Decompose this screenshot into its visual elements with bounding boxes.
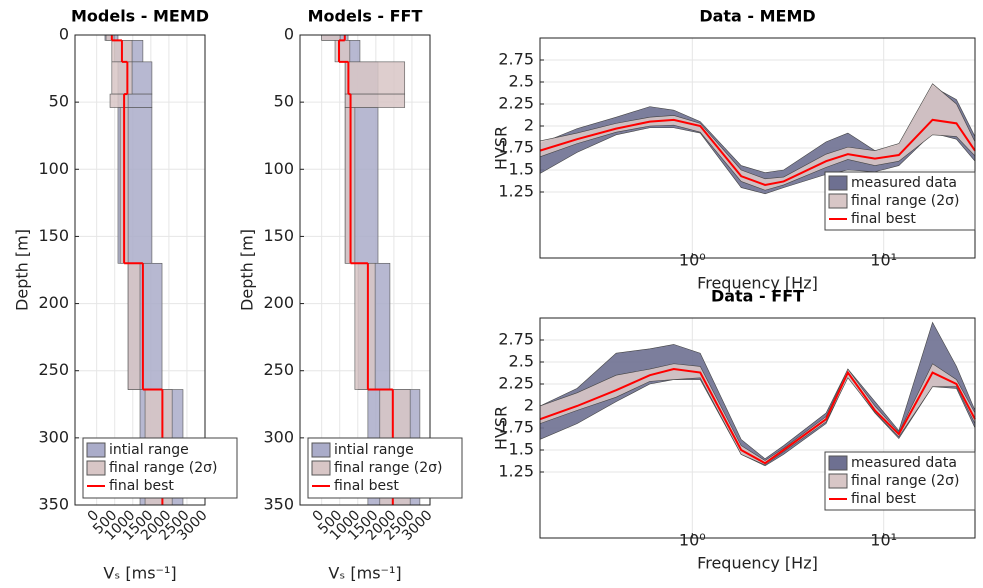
range-box: [334, 40, 351, 63]
range-box: [354, 262, 376, 390]
legend-label: final best: [334, 478, 399, 494]
y-tick-label: 250: [263, 360, 294, 379]
y-tick-label: 350: [263, 495, 294, 514]
range-box: [321, 34, 341, 41]
axes-box: [74, 34, 206, 506]
chart-title: Data - MEMD: [699, 7, 815, 26]
best-line: [539, 118, 976, 186]
legend-label: final range (2σ): [851, 193, 959, 209]
legend-label: final best: [851, 491, 916, 507]
x-tick-label: 10⁰: [679, 531, 706, 550]
y-tick-label: 2.5: [509, 352, 534, 371]
y-tick-label: 200: [263, 293, 294, 312]
axes-box: [299, 34, 431, 506]
y-tick-label: 300: [263, 427, 294, 446]
y-axis-label: Depth [m]: [13, 229, 32, 311]
legend-label: final range (2σ): [851, 473, 959, 489]
legend-swatch: [86, 460, 106, 476]
legend-label: final best: [851, 211, 916, 227]
y-tick-label: 300: [38, 427, 69, 446]
legend-swatch: [86, 442, 106, 458]
y-tick-label: 2.75: [498, 50, 534, 69]
legend-label: intial range: [109, 442, 189, 458]
axes-box: [539, 317, 976, 539]
y-tick-label: 2.75: [498, 330, 534, 349]
axes-box: [539, 37, 976, 259]
y-tick-label: 100: [263, 159, 294, 178]
x-axis-label: Vₛ [ms⁻¹]: [103, 564, 176, 583]
y-tick-label: 50: [49, 92, 69, 111]
legend-label: final range (2σ): [109, 460, 217, 476]
range-box: [344, 61, 406, 95]
chart-title: Models - MEMD: [71, 7, 209, 26]
y-tick-label: 2.5: [509, 72, 534, 91]
legend-label: measured data: [851, 175, 957, 191]
legend-label: final best: [109, 478, 174, 494]
y-tick-label: 2: [524, 396, 534, 415]
x-axis-label: Frequency [Hz]: [697, 554, 818, 573]
legend-label: intial range: [334, 442, 414, 458]
y-tick-label: 200: [38, 293, 69, 312]
x-tick-label: 10¹: [870, 251, 897, 270]
y-tick-label: 1.25: [498, 462, 534, 481]
legend-swatch: [828, 193, 848, 209]
legend-swatch: [828, 175, 848, 191]
x-tick-label: 10¹: [870, 531, 897, 550]
y-tick-label: 1.25: [498, 182, 534, 201]
y-tick-label: 1.75: [498, 418, 534, 437]
legend-box: [82, 437, 238, 499]
y-tick-label: 100: [38, 159, 69, 178]
y-axis-label: HVSR: [492, 126, 511, 170]
x-axis-label: Vₛ [ms⁻¹]: [328, 564, 401, 583]
y-tick-label: 0: [59, 25, 69, 44]
y-tick-label: 2: [524, 116, 534, 135]
chart-title: Data - FFT: [711, 287, 804, 306]
y-tick-label: 2.25: [498, 94, 534, 113]
legend-box: [824, 171, 976, 231]
x-tick-label: 10⁰: [679, 251, 706, 270]
legend-label: measured data: [851, 455, 957, 471]
legend-box: [307, 437, 463, 499]
range-box: [127, 262, 141, 390]
legend-label: final range (2σ): [334, 460, 442, 476]
y-tick-label: 2.25: [498, 374, 534, 393]
y-tick-label: 1.75: [498, 138, 534, 157]
range-box: [109, 93, 129, 108]
range-box: [344, 93, 406, 108]
y-tick-label: 50: [274, 92, 294, 111]
y-tick-label: 350: [38, 495, 69, 514]
y-tick-label: 250: [38, 360, 69, 379]
y-tick-label: 0: [284, 25, 294, 44]
y-tick-label: 150: [38, 226, 69, 245]
x-axis-label: Frequency [Hz]: [697, 274, 818, 293]
legend-swatch: [828, 473, 848, 489]
y-tick-label: 150: [263, 226, 294, 245]
legend-swatch: [828, 455, 848, 471]
best-line: [539, 368, 976, 465]
legend-swatch: [311, 442, 331, 458]
y-tick-label: 1.5: [509, 160, 534, 179]
range-box: [111, 61, 133, 95]
chart-title: Models - FFT: [308, 7, 423, 26]
y-axis-label: Depth [m]: [238, 229, 257, 311]
legend-swatch: [311, 460, 331, 476]
legend-box: [824, 451, 976, 511]
y-tick-label: 1.5: [509, 440, 534, 459]
y-axis-label: HVSR: [492, 406, 511, 450]
